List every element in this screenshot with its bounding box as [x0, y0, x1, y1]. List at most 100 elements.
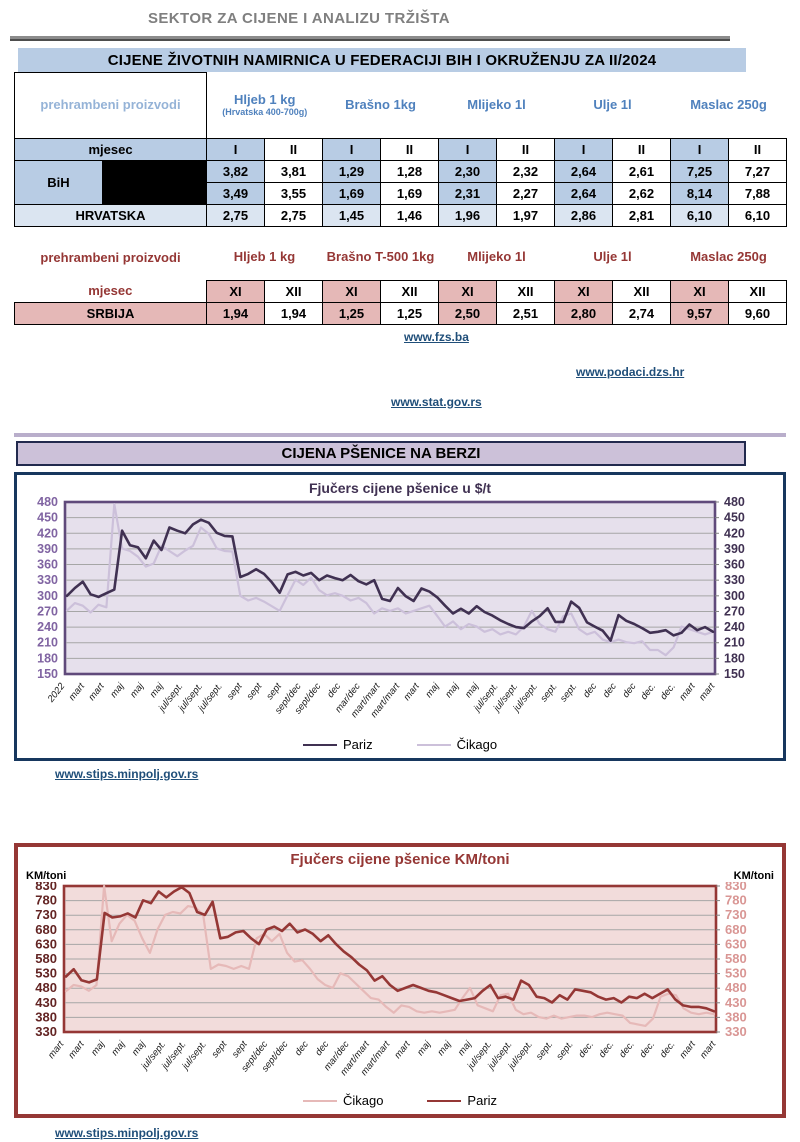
product-header-srb-5: Maslac 250g: [690, 249, 767, 265]
series-line-pariz: [64, 885, 716, 1013]
legend-label: Pariz: [342, 736, 373, 752]
price-cell-srb: 2,80: [554, 301, 613, 325]
price-cell-srb: 1,94: [264, 301, 323, 325]
product-header-srb-2: Brašno T-500 1kg: [326, 249, 435, 265]
x-tick-label: dec.: [576, 1039, 596, 1060]
link-stat-rs[interactable]: www.stat.gov.rs: [391, 394, 482, 409]
month-header-srb: XI: [670, 279, 729, 303]
y-tick-label-right: 430: [725, 994, 747, 1009]
link-dzs[interactable]: www.podaci.dzs.hr: [576, 364, 685, 379]
x-tick-label: sept.: [554, 1039, 575, 1062]
legend-item-pariz: Pariz: [427, 1093, 497, 1108]
price-cell-srb: 2,50: [438, 301, 497, 325]
y-tick-label-left: 180: [37, 651, 58, 665]
month-header: II: [728, 138, 787, 161]
y-tick-label-left: 330: [37, 573, 58, 587]
y-tick-label-left: 480: [35, 980, 57, 995]
x-tick-label: mart: [392, 1038, 413, 1060]
month-header-srb: XI: [322, 279, 381, 303]
report-subtitle: CIJENE ŽIVOTNIH NAMIRNICA U FEDERACIJI B…: [18, 48, 746, 72]
y-tick-label-left: 390: [37, 541, 58, 555]
y-tick-label-left: 730: [35, 907, 57, 922]
x-tick-label: sept.: [558, 681, 579, 704]
y-tick-label-left: 530: [35, 965, 57, 980]
price-table-srbija: prehrambeni proizvodi Hljeb 1 kg Brašno T-…: [14, 234, 787, 325]
price-cell: 6,10: [728, 204, 787, 227]
y-tick-label-left: 330: [35, 1024, 57, 1039]
y-tick-label-right: 730: [725, 907, 747, 922]
chart-km-source: www.stips.minpolj.gov.rs: [55, 1124, 800, 1142]
x-tick-label: maj: [89, 1038, 108, 1058]
x-tick-label: mart: [698, 1038, 719, 1060]
legend-swatch: [416, 743, 451, 747]
chart-km-legend: Čikago Pariz: [18, 1091, 782, 1114]
x-tick-label: sept: [210, 1038, 230, 1059]
y-tick-label-left: 210: [37, 635, 58, 649]
x-tick-label: dec: [293, 1038, 311, 1057]
legend-swatch: [302, 1099, 337, 1103]
header-divider: [10, 36, 730, 41]
price-cell: 3,55: [264, 182, 323, 205]
y-tick-label-right: 390: [724, 541, 745, 555]
price-cell: 8,14: [670, 182, 729, 205]
y-tick-label-right: 480: [725, 980, 747, 995]
link-stips-usd[interactable]: www.stips.minpolj.gov.rs: [55, 766, 199, 781]
legend-label: Čikago: [342, 1092, 384, 1108]
x-tick-label: maj: [108, 680, 127, 700]
product-header-3: Mlijeko 1l: [467, 96, 526, 112]
y-tick-label-right: 300: [724, 588, 745, 602]
product-header-srb-1: Hljeb 1 kg: [233, 249, 296, 265]
product-header-4: Ulje 1l: [593, 96, 632, 112]
redacted-cell: [102, 160, 207, 205]
month-header: II: [496, 138, 555, 161]
x-tick-label: mart: [86, 680, 107, 702]
x-tick-label: mart: [677, 680, 698, 702]
x-tick-label: maj: [415, 1038, 434, 1058]
y-tick-label-left: 680: [35, 921, 57, 936]
price-cell: 2,30: [438, 160, 497, 183]
legend-label: Čikago: [456, 736, 498, 752]
price-cell: 2,27: [496, 182, 555, 205]
y-tick-label-left: 780: [35, 892, 57, 907]
month-header-srb: XII: [612, 279, 671, 303]
price-cell: 2,75: [264, 204, 323, 227]
link-stips-km[interactable]: www.stips.minpolj.gov.rs: [55, 1125, 199, 1140]
month-header: I: [670, 138, 729, 161]
price-cell-srb: 9,57: [670, 301, 729, 325]
x-tick-label: sept.: [534, 1039, 555, 1062]
y-tick-label-left: 150: [37, 667, 58, 681]
price-cell: 2,81: [612, 204, 671, 227]
y-tick-label-right: 210: [724, 635, 745, 649]
price-cell: 2,64: [554, 160, 613, 183]
y-tick-label-left: 430: [35, 994, 57, 1009]
km-toni-label-right: KM/toni: [733, 869, 774, 882]
product-header-5: Maslac 250g: [690, 96, 767, 112]
chart-usd-legend: Pariz Čikago: [17, 735, 783, 758]
price-cell: 7,25: [670, 160, 729, 183]
x-tick-label: maj: [443, 680, 462, 700]
price-cell-srb: 1,25: [380, 301, 439, 325]
x-tick-label: mart: [402, 680, 423, 702]
y-tick-label-right: 150: [724, 667, 745, 681]
price-cell: 1,69: [380, 182, 439, 205]
x-tick-label: dec.: [597, 1039, 617, 1060]
month-header: I: [322, 138, 381, 161]
chart-km-plot: 330 330 380 380 430 430 480 480 530 530 580 580 630 6…: [18, 878, 782, 1091]
x-tick-label: dec: [313, 1038, 331, 1057]
x-tick-label: dec: [601, 680, 619, 699]
legend-item-pariz: Pariz: [302, 736, 373, 752]
y-tick-label-right: 380: [725, 1009, 747, 1024]
chart-usd-source: www.stips.minpolj.gov.rs: [55, 765, 800, 783]
link-fzs[interactable]: www.fzs.ba: [404, 329, 469, 344]
y-tick-label-right: 330: [725, 1024, 747, 1039]
price-table-bih-hrvatska: prehrambeni proizvodi Hljeb 1 kg (Hrvatska…: [14, 72, 787, 227]
page-title: SEKTOR ZA CIJENE I ANALIZU TRŽIŠTA: [148, 10, 450, 27]
month-header: II: [380, 138, 439, 161]
month-header-srb: XII: [380, 279, 439, 303]
y-tick-label-right: 680: [725, 921, 747, 936]
price-cell: 2,61: [612, 160, 671, 183]
price-cell: 3,81: [264, 160, 323, 183]
price-cell: 6,10: [670, 204, 729, 227]
